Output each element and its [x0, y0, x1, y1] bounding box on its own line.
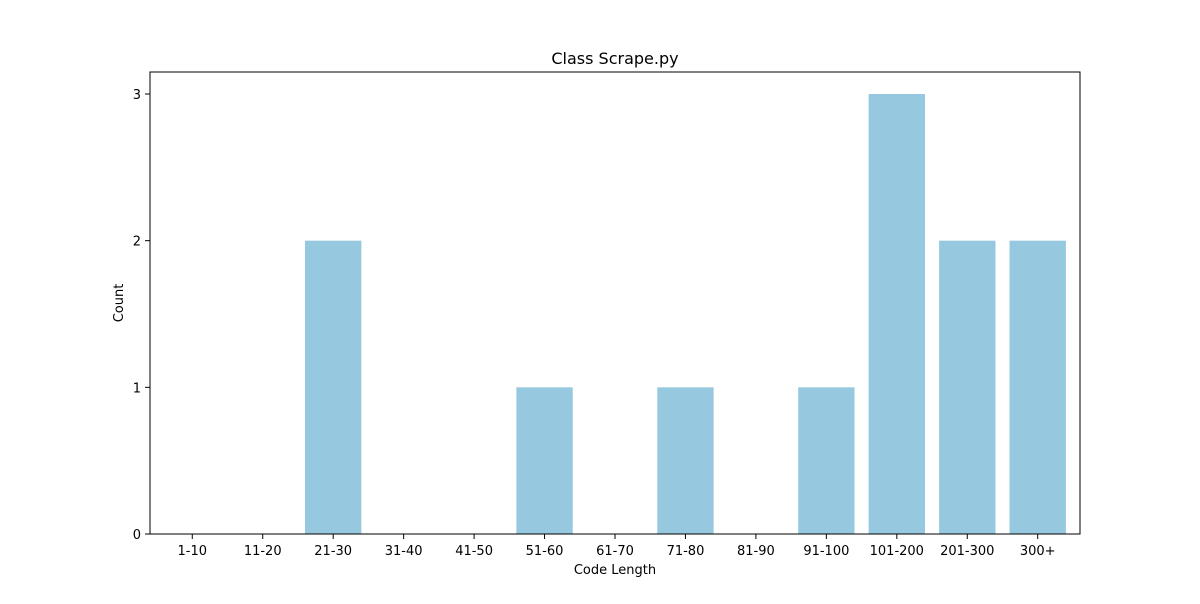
x-axis: 1-10 11-20 21-30 31-40 41-50 51-60 61-70 71-80 8… [178, 534, 1056, 559]
x-tick-label: 51-60 [526, 544, 564, 559]
y-tick-label: 1 [133, 381, 141, 396]
x-tick-label: 81-90 [737, 544, 775, 559]
bar-21-30 [305, 240, 362, 534]
y-tick-label: 2 [133, 235, 141, 250]
y-axis: 0 1 2 3 [133, 88, 150, 543]
bars-group [305, 94, 1066, 534]
y-tick-label: 3 [133, 88, 141, 103]
x-tick-label: 11-20 [244, 544, 282, 559]
x-tick-label: 300+ [1020, 544, 1056, 559]
x-tick-label: 91-100 [803, 544, 849, 559]
x-tick-label: 31-40 [385, 544, 423, 559]
chart-title: Class Scrape.py [551, 49, 678, 68]
bar-101-200 [868, 94, 925, 534]
x-tick-label: 21-30 [314, 544, 352, 559]
x-tick-label: 1-10 [178, 544, 208, 559]
y-axis-label: Count [112, 284, 127, 323]
x-tick-label: 71-80 [667, 544, 705, 559]
y-tick-label: 0 [133, 528, 141, 543]
x-axis-label: Code Length [574, 563, 656, 578]
x-tick-label: 101-200 [870, 544, 924, 559]
x-tick-label: 41-50 [455, 544, 493, 559]
bar-201-300 [939, 240, 996, 534]
bar-71-80 [657, 387, 714, 534]
x-tick-label: 61-70 [596, 544, 634, 559]
bar-91-100 [798, 387, 855, 534]
x-tick-label: 201-300 [940, 544, 994, 559]
bar-51-60 [516, 387, 573, 534]
bar-300+ [1009, 240, 1066, 534]
